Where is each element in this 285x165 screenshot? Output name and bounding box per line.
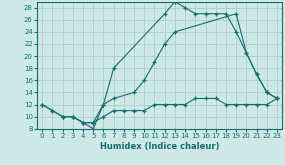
X-axis label: Humidex (Indice chaleur): Humidex (Indice chaleur) [100, 142, 219, 151]
